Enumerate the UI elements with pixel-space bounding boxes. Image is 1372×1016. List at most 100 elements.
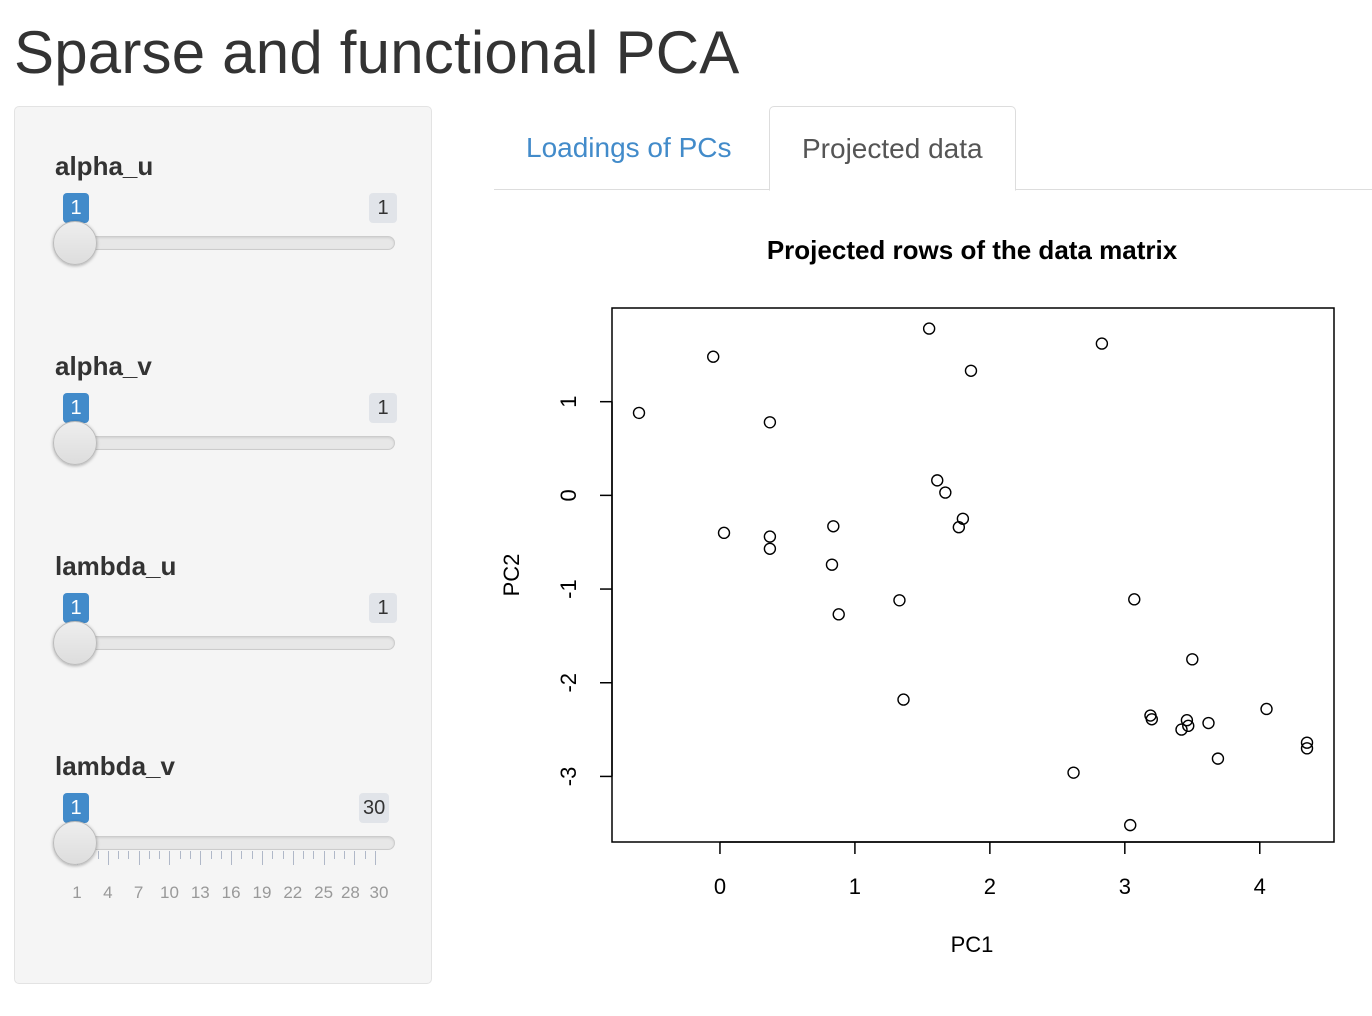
slider-tick: [313, 851, 315, 859]
slider-tick: [261, 851, 263, 865]
page-title: Sparse and functional PCA: [14, 19, 740, 86]
data-point: [832, 608, 845, 621]
data-point: [1182, 719, 1195, 733]
data-point: [897, 693, 910, 706]
slider-handle[interactable]: [53, 421, 97, 465]
slider-max-badge: 1: [369, 393, 397, 423]
data-point: [1186, 653, 1199, 666]
data-point: [1300, 736, 1314, 749]
slider-tick: [354, 851, 356, 865]
data-point: [1095, 337, 1109, 350]
data-point: [922, 322, 936, 335]
slider-tick: [364, 851, 366, 859]
data-point: [1260, 702, 1273, 716]
x-tick-label: 4: [1254, 874, 1266, 899]
slider-tick-label: 13: [190, 883, 210, 902]
slider-tick-label: 22: [283, 883, 303, 902]
slider-handle[interactable]: [53, 821, 97, 865]
slider-tick: [169, 851, 171, 865]
slider-max-badge: 30: [359, 793, 390, 823]
slider-tick-label: 7: [133, 883, 144, 902]
y-axis: 1 0 -1 -2 -3: [556, 396, 613, 787]
slider-tick: [303, 851, 305, 859]
slider-tick: [190, 851, 192, 859]
slider-tick: [210, 851, 212, 859]
y-tick-label: -2: [556, 673, 581, 693]
data-point: [939, 486, 952, 499]
data-point: [763, 416, 777, 429]
y-tick-label: -3: [556, 767, 581, 787]
x-axis: 0 1 2 3 4: [714, 841, 1266, 899]
slider-tick: [241, 851, 243, 859]
slider-label: lambda_u: [55, 551, 177, 581]
slider-tick-label: 10: [160, 883, 179, 902]
data-point: [825, 558, 839, 571]
slider-tick-label: 16: [221, 883, 241, 902]
slider-track[interactable]: [55, 636, 395, 650]
y-tick-label: -1: [556, 579, 581, 599]
slider-tick: [179, 851, 181, 859]
x-axis-label: PC1: [951, 932, 994, 957]
tab-projected-data[interactable]: Projected data: [769, 106, 1016, 191]
slider-tick: [138, 851, 140, 865]
data-point: [931, 474, 944, 487]
data-point: [1145, 713, 1159, 726]
slider-tick: [97, 851, 99, 859]
slider-tick-label: 28: [340, 883, 360, 902]
slider-tick: [128, 851, 130, 859]
slider-track[interactable]: [55, 836, 395, 850]
slider-label: lambda_v: [55, 751, 175, 781]
data-points: [632, 322, 1314, 832]
slider-tick: [323, 851, 325, 865]
x-tick-label: 2: [984, 874, 996, 899]
data-point: [707, 350, 720, 363]
slider-tick-label: 1: [72, 883, 82, 902]
slider-handle[interactable]: [53, 221, 97, 265]
data-point: [763, 530, 777, 543]
x-tick-label: 1: [849, 874, 861, 899]
sidebar-panel: alpha_u 1 1 alpha_v 1 1 lambda_u 1 1 lam…: [14, 106, 432, 984]
slider-tick: [107, 851, 109, 865]
data-point: [1067, 766, 1080, 779]
slider-tick: [344, 851, 346, 859]
slider-tick: [148, 851, 150, 859]
slider-tick: [282, 851, 284, 859]
chart-title: Projected rows of the data matrix: [767, 235, 1178, 265]
slider-tick: [375, 851, 376, 865]
slider-tick: [200, 851, 202, 865]
data-point: [1128, 593, 1141, 606]
data-point: [893, 594, 906, 607]
slider-tick: [159, 851, 161, 859]
slider-tick: [251, 851, 253, 859]
slider-tick: [292, 851, 294, 865]
data-point: [632, 406, 646, 420]
slider-value-badge: 1: [63, 593, 89, 623]
data-point: [1300, 742, 1314, 755]
slider-max-badge: 1: [369, 593, 397, 623]
data-point: [717, 526, 731, 540]
data-point: [952, 521, 966, 534]
plot-frame: [611, 307, 1335, 843]
y-tick-label: 0: [556, 489, 581, 501]
slider-label: alpha_v: [55, 351, 152, 381]
slider-tick: [118, 851, 120, 859]
slider-label: alpha_u: [55, 151, 154, 181]
slider-tick-label: 4: [103, 883, 113, 902]
y-axis-label: PC2: [499, 554, 524, 597]
data-point: [827, 520, 840, 533]
slider-tick-label: 19: [252, 883, 272, 902]
data-point: [1124, 818, 1137, 832]
y-tick-label: 1: [556, 396, 581, 408]
slider-track[interactable]: [55, 436, 395, 450]
slider-handle[interactable]: [53, 621, 97, 665]
x-tick-label: 3: [1119, 874, 1131, 899]
slider-tick: [231, 851, 233, 865]
slider-track[interactable]: [55, 236, 395, 250]
data-point: [1180, 714, 1194, 727]
slider-tick: [333, 851, 335, 859]
slider-value-badge: 1: [63, 393, 89, 423]
slider-value-badge: 1: [63, 793, 89, 823]
tab-loadings-of-pcs[interactable]: Loadings of PCs: [526, 132, 732, 163]
x-tick-label: 0: [714, 874, 726, 899]
